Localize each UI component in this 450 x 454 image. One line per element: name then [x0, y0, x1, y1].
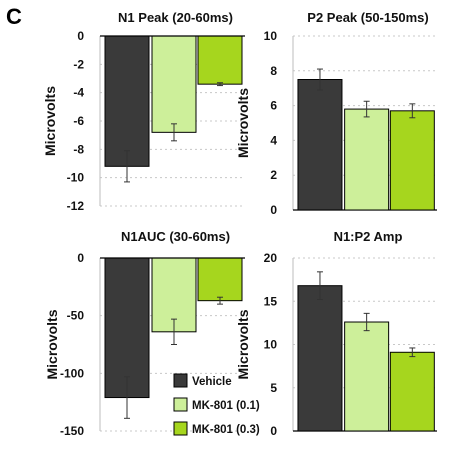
y-axis-label: Microvolts	[42, 86, 58, 156]
y-tick-label: -10	[67, 171, 85, 185]
legend-item: Vehicle	[173, 373, 232, 388]
error-bar	[217, 296, 223, 305]
y-axis-label: Microvolts	[235, 88, 251, 158]
chart-title: P2 Peak (50-150ms)	[307, 10, 428, 25]
y-tick-label: 20	[264, 251, 278, 265]
y-tick-label: 0	[77, 29, 84, 43]
legend-label: Vehicle	[192, 376, 232, 388]
y-tick-label: -100	[60, 366, 84, 380]
bar-1	[104, 35, 150, 167]
error-bar	[217, 82, 223, 87]
panel-letter: C	[6, 4, 22, 29]
bar-3	[389, 110, 435, 211]
y-tick-label: 0	[77, 251, 84, 265]
chart-panel-3: N1AUC (30-60ms) Microvolts 0 -50 -100 -150	[44, 229, 245, 438]
y-tick-label: 4	[270, 133, 277, 147]
bar-2	[151, 35, 197, 133]
error-bar	[363, 100, 370, 118]
error-bar	[171, 123, 177, 142]
bar-2	[344, 321, 390, 432]
error-bar	[316, 68, 323, 91]
chart-panel-1: N1 Peak (20-60ms) Microvolts 0 -2 -4 -6 -8 -10 -…	[42, 10, 245, 213]
y-tick-label: -8	[73, 142, 84, 156]
chart-title: N1:P2 Amp	[334, 229, 403, 244]
bar-2	[344, 108, 390, 211]
chart-title: N1 Peak (20-60ms)	[118, 10, 233, 25]
chart-title: N1AUC (30-60ms)	[121, 229, 230, 244]
legend-swatch	[173, 397, 188, 412]
bar-1	[297, 285, 343, 432]
legend-item: MK-801 (0.1)	[173, 397, 260, 412]
y-axis-label: Microvolts	[235, 309, 251, 379]
error-bar	[171, 318, 177, 345]
chart-panel-4: N1:P2 Amp Microvolts 0 5 10 15 20	[235, 229, 437, 438]
bar-3	[197, 257, 243, 302]
error-bar	[316, 271, 323, 301]
y-tick-label: -150	[60, 424, 84, 438]
y-tick-label: -2	[73, 57, 84, 71]
bar-1	[104, 257, 150, 399]
legend-label: MK-801 (0.3)	[192, 424, 260, 436]
chart-panel-2: P2 Peak (50-150ms) Microvolts 0 2 4 6 8 10	[235, 10, 437, 217]
error-bar	[124, 376, 130, 419]
y-tick-label: 8	[270, 64, 277, 78]
y-tick-label: -6	[73, 114, 84, 128]
error-bar	[363, 312, 370, 332]
y-axis-label: Microvolts	[44, 309, 60, 379]
error-bar	[409, 347, 416, 358]
bar-1	[297, 79, 343, 211]
y-tick-label: 10	[264, 338, 278, 352]
legend-swatch	[173, 421, 188, 436]
y-tick-label: 2	[270, 168, 277, 182]
y-tick-label: 0	[270, 424, 277, 438]
y-tick-label: 5	[270, 381, 277, 395]
legend-item: MK-801 (0.3)	[173, 421, 260, 436]
y-tick-label: 10	[264, 29, 278, 43]
error-bar	[124, 150, 130, 183]
y-tick-label: -4	[73, 86, 84, 100]
y-tick-label: 6	[270, 99, 277, 113]
error-bar	[409, 103, 416, 119]
bar-3	[197, 35, 243, 85]
y-tick-label: -50	[67, 309, 85, 323]
legend-label: MK-801 (0.1)	[192, 400, 260, 412]
legend-swatch	[173, 373, 188, 388]
y-tick-label: 15	[264, 294, 278, 308]
y-tick-label: -12	[67, 199, 85, 213]
legend: Vehicle MK-801 (0.1) MK-801 (0.3)	[173, 373, 260, 436]
bar-3	[389, 351, 435, 432]
y-tick-label: 0	[270, 203, 277, 217]
